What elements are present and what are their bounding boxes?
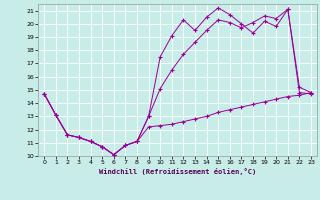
X-axis label: Windchill (Refroidissement éolien,°C): Windchill (Refroidissement éolien,°C): [99, 168, 256, 175]
